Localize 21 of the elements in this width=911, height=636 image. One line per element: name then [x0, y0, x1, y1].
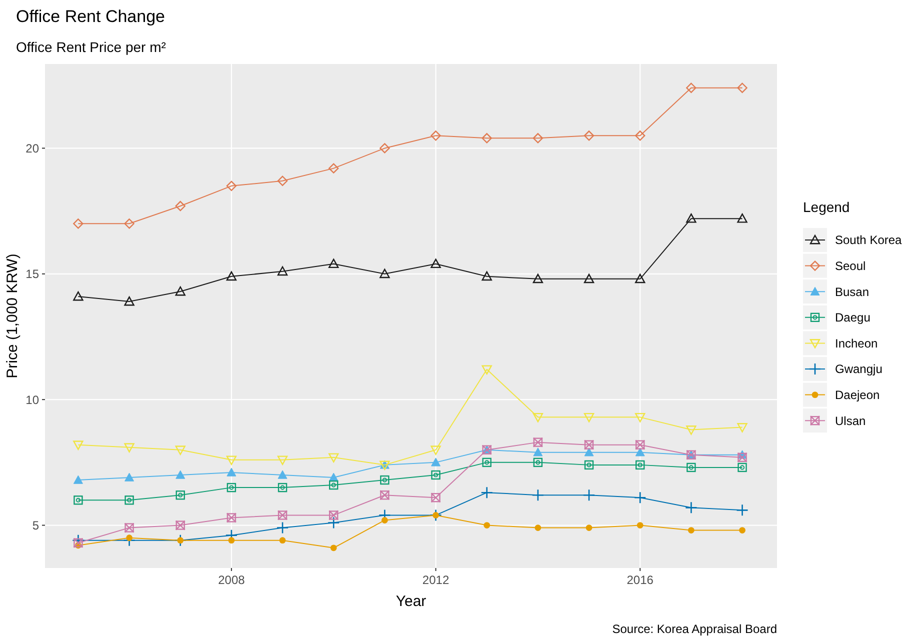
legend-label: Daegu: [835, 310, 870, 325]
x-tick-label: 2008: [218, 573, 246, 587]
y-tick-label: 20: [26, 141, 40, 156]
legend-title: Legend: [803, 199, 850, 215]
x-tick-label: 2016: [626, 573, 654, 587]
chart-subtitle: Office Rent Price per m²: [16, 39, 166, 55]
x-axis-title: Year: [396, 593, 426, 610]
legend-label: Gwangju: [835, 362, 882, 376]
legend-label: Incheon: [835, 336, 878, 350]
y-tick-label: 15: [26, 267, 40, 282]
y-axis-title: Price (1,000 KRW): [4, 254, 21, 378]
legend-label: Seoul: [835, 259, 866, 273]
y-tick-label: 5: [32, 518, 40, 532]
legend-label: Ulsan: [835, 414, 866, 428]
source-note: Source: Korea Appraisal Board: [612, 622, 777, 636]
legend-label: Daejeon: [835, 388, 880, 402]
x-tick-label: 2012: [422, 573, 450, 587]
y-tick-label: 10: [26, 392, 40, 407]
chart-title: Office Rent Change: [16, 7, 165, 26]
legend-label: South Korea: [835, 233, 902, 248]
legend-label: Busan: [835, 284, 870, 299]
